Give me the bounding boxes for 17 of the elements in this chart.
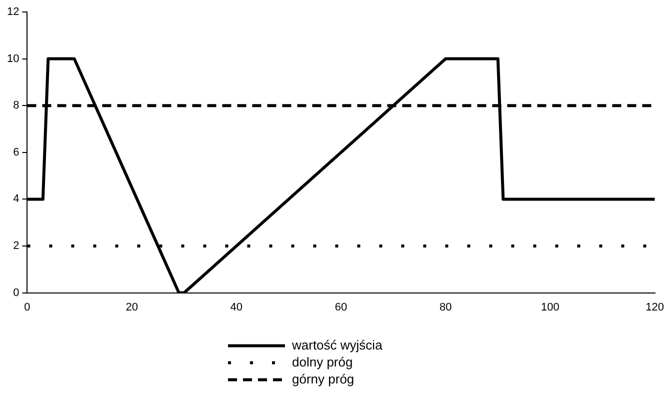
legend-label: górny próg: [292, 371, 354, 386]
y-tick-label: 10: [6, 52, 20, 65]
x-tick-label: 0: [24, 301, 30, 314]
y-tick-label: 4: [13, 193, 20, 206]
x-tick-label: 80: [440, 301, 452, 314]
x-tick-label: 40: [230, 301, 243, 314]
y-tick-label: 0: [13, 286, 20, 299]
legend-label: dolny próg: [292, 354, 353, 370]
y-tick-label: 12: [6, 6, 20, 18]
y-tick-label: 2: [13, 240, 20, 252]
x-tick-label: 100: [541, 301, 560, 314]
legend-label: wartość wyjścia: [291, 337, 384, 352]
x-tick-label: 60: [334, 301, 348, 314]
x-tick-label: 120: [646, 301, 664, 314]
y-tick-label: 6: [13, 146, 20, 158]
y-tick-label: 8: [13, 100, 20, 112]
x-tick-label: 20: [126, 301, 138, 314]
